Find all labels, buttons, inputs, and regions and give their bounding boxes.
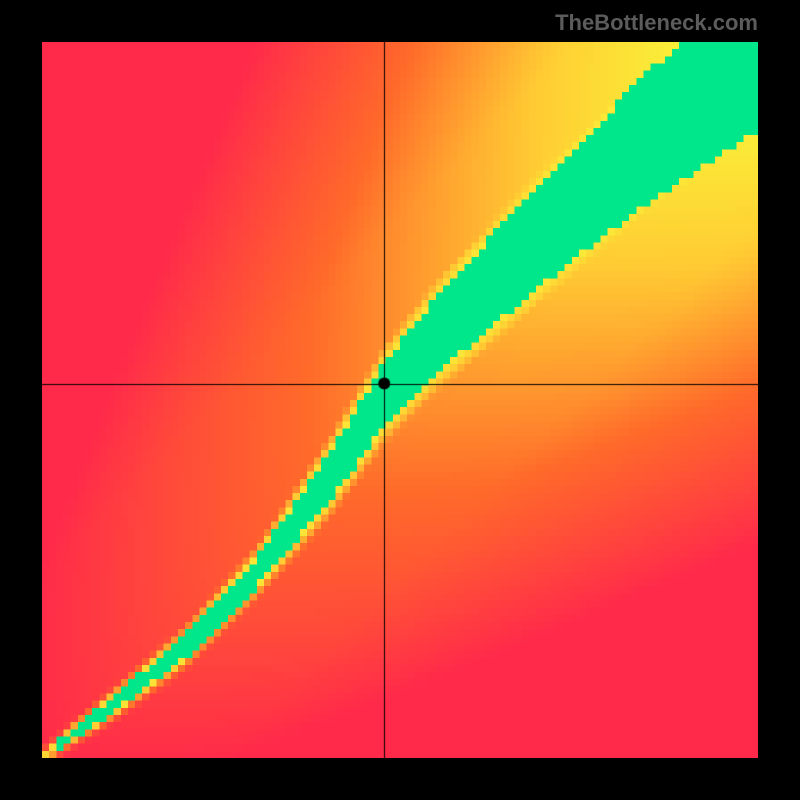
bottleneck-heatmap: [42, 42, 758, 758]
chart-container: TheBottleneck.com: [0, 0, 800, 800]
watermark-text: TheBottleneck.com: [555, 10, 758, 36]
